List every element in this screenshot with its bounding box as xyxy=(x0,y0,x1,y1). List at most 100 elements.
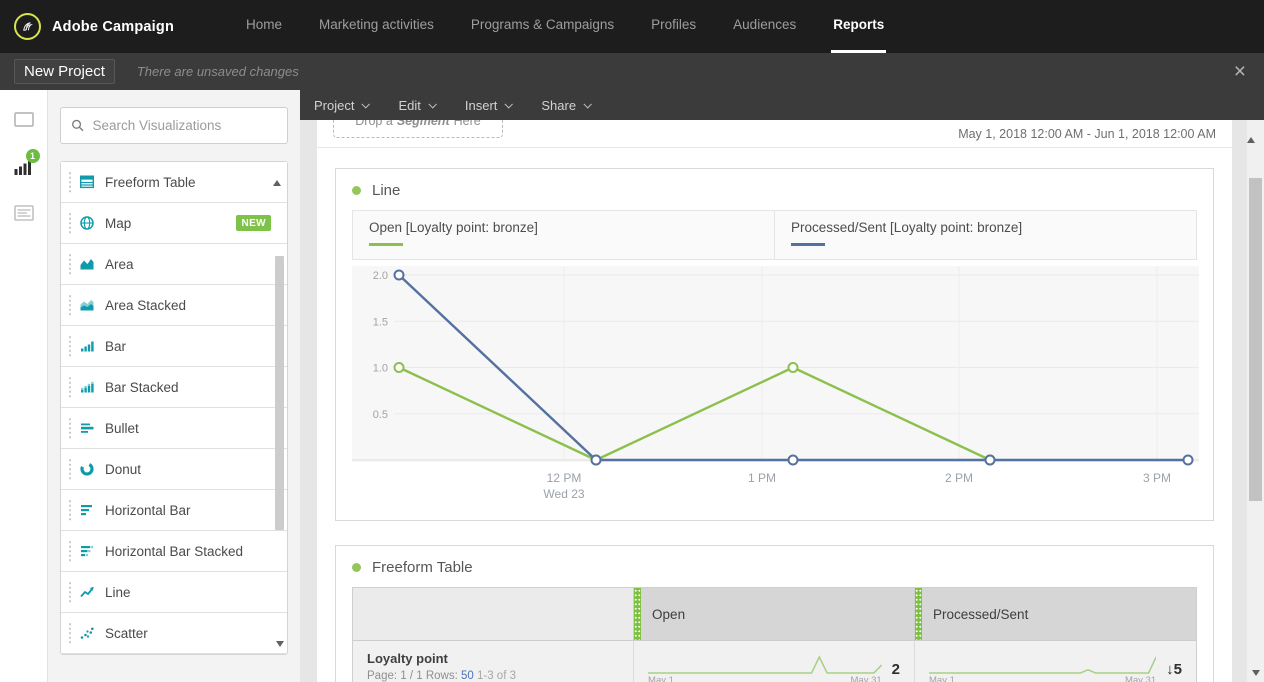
viz-item-scatter[interactable]: Scatter xyxy=(61,613,287,654)
dimension-cell-loyalty-point[interactable]: Loyalty point Page: 1 / 1 Rows: 50 1-3 o… xyxy=(353,641,635,682)
project-header: New Project There are unsaved changes × xyxy=(0,53,1264,90)
brand-name: Adobe Campaign xyxy=(52,18,175,35)
spark-end-label: May 31 xyxy=(1124,675,1157,682)
drag-handle-icon xyxy=(68,622,72,644)
viz-item-label: Area Stacked xyxy=(105,297,187,313)
page-scrollbar[interactable] xyxy=(1247,120,1264,682)
trend-down-arrow-icon: ↓ xyxy=(1166,661,1174,678)
column-label: Open xyxy=(652,606,686,622)
panels-tab-icon[interactable] xyxy=(12,109,36,129)
spark-end-label: May 31 xyxy=(850,675,882,682)
viz-item-area[interactable]: Area xyxy=(61,244,287,285)
project-title-field[interactable]: New Project xyxy=(14,59,115,84)
drag-handle-icon xyxy=(68,212,72,234)
legend-label: Processed/Sent [Loyalty point: bronze] xyxy=(791,220,1023,235)
chevron-down-icon xyxy=(504,100,514,109)
chevron-down-icon xyxy=(428,100,437,109)
metric-cell-open: May 1 May 31 2 xyxy=(634,641,916,682)
nav-item-profiles[interactable]: Profiles xyxy=(651,17,697,32)
visualizations-tab-icon[interactable]: 1 xyxy=(12,149,40,176)
viz-item-label: Bar Stacked xyxy=(105,379,179,395)
components-icon xyxy=(13,205,34,221)
map-icon xyxy=(80,216,94,230)
viz-item-bar-stacked[interactable]: Bar Stacked xyxy=(61,367,287,408)
table-corner-cell xyxy=(353,588,635,640)
freeform-table-icon xyxy=(80,175,95,189)
logo-glyph xyxy=(23,22,33,31)
components-tab-icon[interactable] xyxy=(12,203,36,223)
viz-item-bar[interactable]: Bar xyxy=(61,326,287,367)
scroll-up-icon[interactable] xyxy=(1247,120,1255,143)
drag-handle-icon xyxy=(68,294,72,316)
metric-cell-processed-sent: May 1 May 31 ↓5 xyxy=(915,641,1196,682)
drag-handle-icon xyxy=(68,417,72,439)
sparkline-range-labels: May 1 May 31 xyxy=(929,675,1156,682)
viz-item-label: Donut xyxy=(105,461,142,477)
scatter-chart-icon xyxy=(80,627,94,639)
column-header-processed-sent[interactable]: Processed/Sent xyxy=(915,588,1196,640)
rows-label: Rows: xyxy=(425,670,458,682)
viz-item-map[interactable]: Map NEW xyxy=(61,203,287,244)
nav-item-marketing-activities[interactable]: Marketing activities xyxy=(319,17,434,32)
panel-icon xyxy=(13,111,34,127)
bar-chart-icon xyxy=(81,341,94,352)
scrollbar-thumb[interactable] xyxy=(1249,178,1262,501)
viz-status-dot-icon xyxy=(352,186,361,195)
viz-item-label: Map xyxy=(105,215,132,231)
line-panel-title: Line xyxy=(372,182,401,199)
sparkline-open xyxy=(648,655,882,675)
viz-item-bullet[interactable]: Bullet xyxy=(61,408,287,449)
nav-item-programs-campaigns[interactable]: Programs & Campaigns xyxy=(470,17,615,32)
viz-item-label: Horizontal Bar xyxy=(105,502,191,518)
legend-item-processed-sent[interactable]: Processed/Sent [Loyalty point: bronze] xyxy=(774,211,1196,259)
viz-item-donut[interactable]: Donut xyxy=(61,449,287,490)
nav-item-audiences[interactable]: Audiences xyxy=(733,17,797,32)
spark-start-label: May 1 xyxy=(648,675,674,682)
column-drag-handle-icon xyxy=(915,588,923,640)
workspace-body: 1 xyxy=(0,90,1264,682)
scrollbar-thumb[interactable] xyxy=(275,256,284,530)
column-drag-handle-icon xyxy=(634,588,642,640)
svg-text:1.5: 1.5 xyxy=(373,316,388,328)
search-input[interactable] xyxy=(92,118,277,133)
column-header-open[interactable]: Open xyxy=(634,588,916,640)
viz-item-line[interactable]: Line xyxy=(61,572,287,613)
viz-list-scrollbar[interactable] xyxy=(273,163,286,653)
visualizations-count-badge: 1 xyxy=(25,149,40,163)
viz-item-label: Bullet xyxy=(105,420,139,436)
spark-start-label: May 1 xyxy=(929,675,955,682)
date-range-selector[interactable]: May 1, 2018 12:00 AM - Jun 1, 2018 12:00… xyxy=(958,126,1216,141)
viz-item-area-stacked[interactable]: Area Stacked xyxy=(61,285,287,326)
drag-handle-icon xyxy=(68,581,72,603)
nav-item-home[interactable]: Home xyxy=(246,17,283,32)
viz-item-horizontal-bar[interactable]: Horizontal Bar xyxy=(61,490,287,531)
svg-text:2 PM: 2 PM xyxy=(945,471,973,485)
panel-sheet: Drop a Segment Here May 1, 2018 12:00 AM… xyxy=(317,104,1232,682)
adobe-campaign-logo[interactable] xyxy=(14,13,41,40)
viz-item-freeform-table[interactable]: Freeform Table xyxy=(61,162,287,203)
scroll-up-icon[interactable] xyxy=(273,163,281,186)
scroll-down-icon[interactable] xyxy=(1251,670,1260,676)
viz-item-horizontal-bar-stacked[interactable]: Horizontal Bar Stacked xyxy=(61,531,287,572)
bar-stacked-chart-icon xyxy=(81,381,94,393)
menu-edit[interactable]: Edit xyxy=(398,98,437,113)
panel-header-row: Drop a Segment Here May 1, 2018 12:00 AM… xyxy=(317,104,1232,148)
menu-share[interactable]: Share xyxy=(541,98,593,113)
drag-handle-icon xyxy=(68,458,72,480)
legend-item-open[interactable]: Open [Loyalty point: bronze] xyxy=(353,211,774,259)
dimension-name: Loyalty point xyxy=(367,651,448,666)
chart-legend: Open [Loyalty point: bronze] Processed/S… xyxy=(352,210,1197,260)
scroll-down-icon[interactable] xyxy=(275,641,284,647)
chevron-down-icon xyxy=(583,100,593,109)
close-icon[interactable]: × xyxy=(1233,59,1246,83)
viz-item-label: Area xyxy=(105,256,134,272)
nav-item-reports[interactable]: Reports xyxy=(831,0,887,53)
menu-insert[interactable]: Insert xyxy=(465,98,514,113)
freeform-table: Open Processed/Sent Loyalty p xyxy=(352,587,1197,682)
rows-count-link[interactable]: 50 xyxy=(460,670,474,682)
bullet-chart-icon xyxy=(81,423,94,433)
menu-project[interactable]: Project xyxy=(314,98,371,113)
legend-swatch-blue xyxy=(791,243,825,246)
horizontal-bar-stacked-chart-icon xyxy=(81,546,93,557)
table-pagination: Page: 1 / 1 Rows: 50 1-3 of 3 xyxy=(367,670,619,682)
